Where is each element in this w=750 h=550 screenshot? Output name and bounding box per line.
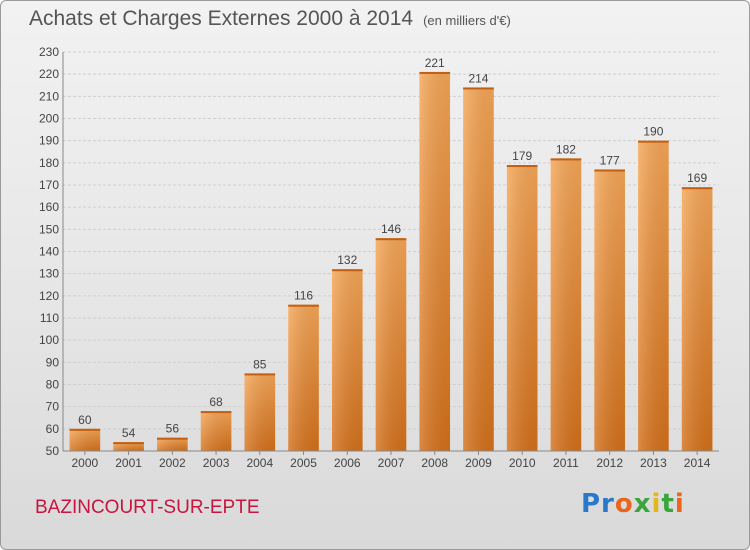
y-tick-label: 160 [39,200,59,214]
x-axis: 2000 2001 2002 2003 2004 2005 2006 2007 2008 2009… [63,450,719,470]
y-tick-label: 100 [39,333,59,347]
bar-value-label: 182 [556,142,576,156]
bars: 60 54 56 68 85 116 132 146 221 214 179 182 177 190 169 [69,56,713,452]
y-tick-label: 90 [46,355,60,369]
y-tick-label: 200 [39,112,59,126]
bar-value-label: 221 [425,56,445,70]
bar-value-label: 60 [78,413,92,427]
bar-value-label: 177 [600,153,620,167]
bar-top-edge [288,304,319,307]
bar-top-edge [638,140,669,143]
bar-top-edge [463,87,494,90]
bar-value-label: 214 [468,71,488,85]
bar-value-label: 169 [687,171,707,185]
y-tick-label: 190 [39,134,59,148]
x-tick-label: 2007 [378,456,405,470]
x-tick-label: 2011 [553,456,579,470]
bar-shade [331,269,363,451]
bar-top-edge [244,373,276,376]
bar-top-edge [157,437,188,440]
bar-shade [594,169,625,451]
chart-title-text: Achats et Charges Externes 2000 à 2014 [29,7,414,30]
bar-value-label: 68 [209,395,223,409]
y-tick-label: 80 [46,378,60,392]
y-tick-label: 60 [46,422,60,436]
chart-title: Achats et Charges Externes 2000 à 2014 (e… [29,7,511,31]
bar-value-label: 116 [294,289,313,303]
bar-value-label: 85 [253,357,267,371]
y-tick-label: 220 [39,67,59,81]
y-axis: 50 60 70 80 90 100 110 120 130 140 150 160 170 180 190… [39,45,64,458]
bar-shade [681,187,713,451]
bar-shade [288,304,319,451]
x-tick-label: 2009 [465,456,492,470]
x-tick-label: 2012 [596,456,623,470]
bar-top-edge [331,269,363,272]
y-tick-label: 50 [46,444,60,458]
y-tick-label: 230 [39,45,59,59]
x-tick-label: 2008 [421,456,448,470]
bar-top-edge [69,428,101,431]
y-tick-label: 150 [39,222,59,236]
y-tick-label: 70 [46,400,60,414]
y-tick-label: 180 [39,156,59,170]
bar-top-edge [681,187,713,190]
proxiti-logo: Proxiti [581,489,685,519]
bar-top-edge [375,238,407,241]
bar-value-label: 56 [166,422,180,436]
x-tick-label: 2006 [334,456,361,470]
y-tick-label: 170 [39,178,59,192]
bar-top-edge [113,442,144,445]
x-tick-label: 2014 [684,456,711,470]
bar-shade [200,411,232,451]
y-tick-label: 110 [40,311,59,325]
bar-shade [157,437,188,451]
bar-top-edge [506,165,538,168]
bar-value-label: 190 [643,125,663,139]
x-tick-label: 2013 [640,456,667,470]
y-tick-label: 130 [39,267,59,281]
bar-shade [375,238,407,451]
bar-value-label: 146 [381,222,401,236]
x-tick-label: 2004 [246,456,273,470]
x-tick-label: 2002 [159,456,186,470]
bar-shade [419,71,451,451]
bar-top-edge [419,71,451,74]
bar-shade [638,140,669,451]
x-tick-label: 2003 [203,456,230,470]
bar-value-label: 179 [512,149,532,163]
bar-top-edge [200,411,232,414]
bar-shade [506,165,538,452]
bar-top-edge [594,169,625,172]
bar-shade [69,428,101,451]
location-label: BAZINCOURT-SUR-EPTE [35,497,260,518]
bar-shade [113,442,144,451]
y-tick-label: 210 [39,89,59,103]
y-tick-label: 140 [39,245,59,259]
bar-shade [463,87,494,451]
bar-value-label: 54 [122,426,136,440]
x-tick-label: 2010 [509,456,536,470]
bar-shade [550,158,582,451]
bar-shade [244,373,276,451]
x-tick-label: 2001 [115,456,142,470]
bar-top-edge [550,158,582,161]
bar-value-label: 132 [337,253,357,267]
y-tick-label: 120 [39,289,59,303]
chart-unit: (en milliers d'€) [423,13,511,28]
x-tick-label: 2000 [72,456,99,470]
x-tick-label: 2005 [290,456,317,470]
